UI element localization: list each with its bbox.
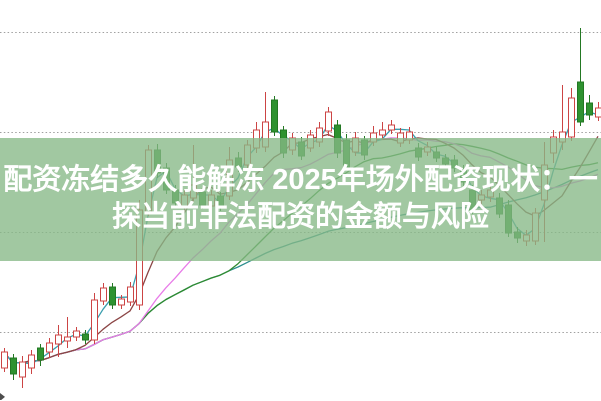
headline-banner: 配资冻结多久能解冻 2025年场外配资现状：一 探当前非法配资的金额与风险 [0, 138, 601, 261]
candle-body-up [118, 298, 125, 306]
candle-body-down [109, 286, 116, 306]
candle-body-up [64, 336, 71, 342]
candle-body-up [28, 354, 35, 369]
candle-body-up [568, 97, 575, 138]
candle-body-down [10, 357, 17, 375]
headline-line-2: 探当前非法配资的金额与风险 [111, 201, 489, 233]
candle-body-up [595, 107, 601, 118]
candle-body-down [577, 81, 584, 123]
candle-body-down [586, 102, 593, 116]
candle-body-down [37, 347, 44, 361]
candle-body-up [325, 111, 332, 132]
candle-body-up [388, 124, 395, 131]
candle-body-up [46, 342, 53, 353]
candle-body-up [73, 330, 80, 338]
candle-body-up [19, 361, 26, 378]
candle-body-up [100, 287, 107, 302]
candle-body-up [91, 299, 98, 341]
candle-body-down [82, 333, 89, 341]
candle-body-up [127, 286, 134, 303]
candle-body-up [55, 334, 62, 345]
headline-line-1: 配资冻结多久能解冻 2025年场外配资现状：一 [3, 164, 598, 197]
candle-body-up [379, 129, 386, 136]
candle-body-down [271, 99, 278, 133]
candle-body-up [1, 351, 8, 369]
corner-artifact-mark [0, 393, 5, 400]
